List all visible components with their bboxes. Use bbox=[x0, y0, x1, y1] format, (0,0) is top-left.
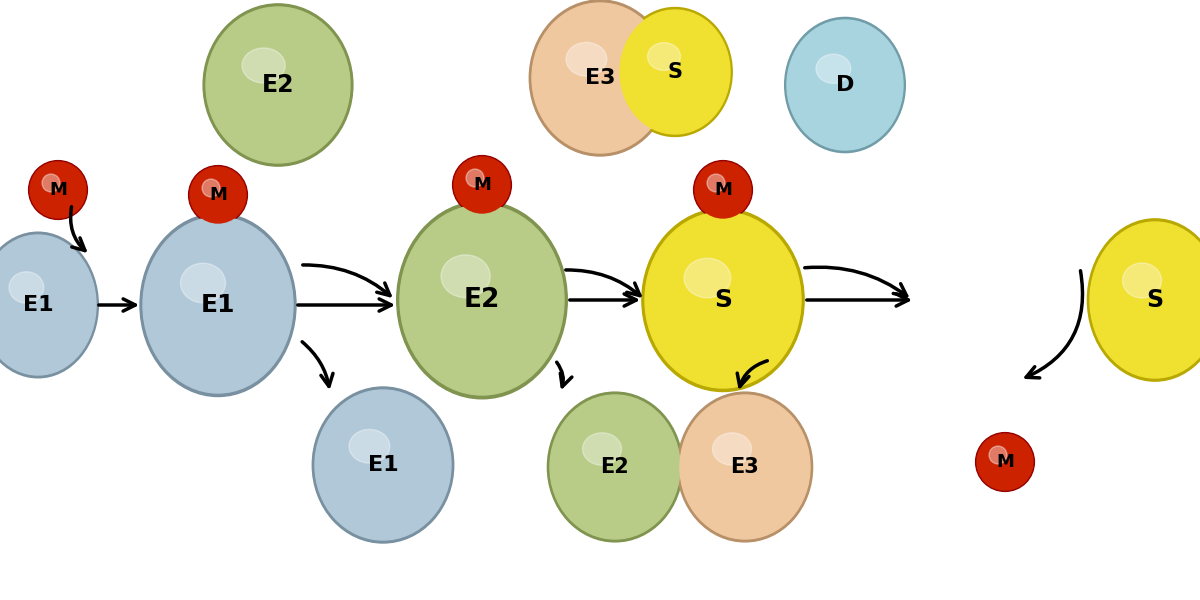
Ellipse shape bbox=[143, 217, 293, 393]
Circle shape bbox=[695, 162, 751, 218]
Text: D: D bbox=[836, 75, 854, 95]
Text: M: M bbox=[209, 186, 227, 204]
Ellipse shape bbox=[582, 433, 622, 465]
Text: E2: E2 bbox=[262, 73, 294, 97]
Text: M: M bbox=[996, 453, 1014, 471]
Ellipse shape bbox=[0, 235, 96, 375]
Text: S: S bbox=[1146, 288, 1164, 312]
Ellipse shape bbox=[1122, 263, 1162, 298]
Circle shape bbox=[188, 166, 247, 224]
Ellipse shape bbox=[10, 272, 43, 303]
Circle shape bbox=[977, 434, 1033, 490]
Ellipse shape bbox=[787, 20, 904, 150]
Circle shape bbox=[202, 179, 220, 197]
Text: E2: E2 bbox=[464, 287, 500, 313]
Ellipse shape bbox=[203, 4, 353, 166]
Ellipse shape bbox=[620, 10, 730, 134]
Text: E3: E3 bbox=[731, 457, 760, 477]
Ellipse shape bbox=[646, 212, 802, 388]
Ellipse shape bbox=[1087, 219, 1200, 381]
Ellipse shape bbox=[180, 263, 226, 303]
Text: M: M bbox=[49, 181, 67, 199]
Ellipse shape bbox=[566, 43, 607, 76]
Text: E1: E1 bbox=[23, 295, 53, 315]
Circle shape bbox=[190, 167, 246, 223]
Ellipse shape bbox=[816, 54, 851, 83]
Circle shape bbox=[30, 162, 86, 218]
Circle shape bbox=[42, 174, 60, 192]
Text: M: M bbox=[473, 176, 491, 194]
Text: S: S bbox=[667, 62, 683, 82]
Ellipse shape bbox=[400, 205, 564, 395]
Circle shape bbox=[466, 169, 484, 187]
Circle shape bbox=[454, 157, 510, 213]
Circle shape bbox=[694, 161, 752, 220]
Circle shape bbox=[707, 174, 725, 192]
Ellipse shape bbox=[677, 392, 812, 542]
Ellipse shape bbox=[242, 48, 286, 83]
Text: M: M bbox=[714, 181, 732, 199]
Ellipse shape bbox=[312, 387, 454, 543]
Ellipse shape bbox=[713, 433, 751, 465]
Text: E3: E3 bbox=[584, 68, 616, 88]
Ellipse shape bbox=[642, 208, 804, 392]
Circle shape bbox=[29, 161, 88, 220]
Ellipse shape bbox=[1090, 222, 1200, 378]
Ellipse shape bbox=[547, 392, 683, 542]
Ellipse shape bbox=[532, 3, 668, 153]
Text: S: S bbox=[714, 288, 732, 312]
Ellipse shape bbox=[618, 8, 732, 136]
Ellipse shape bbox=[680, 395, 810, 539]
Ellipse shape bbox=[684, 258, 731, 298]
Ellipse shape bbox=[785, 17, 905, 152]
Text: E1: E1 bbox=[367, 455, 398, 475]
Circle shape bbox=[989, 446, 1007, 464]
Ellipse shape bbox=[442, 255, 491, 298]
Ellipse shape bbox=[0, 232, 98, 378]
Text: E1: E1 bbox=[200, 293, 235, 317]
Ellipse shape bbox=[529, 0, 671, 156]
Text: E2: E2 bbox=[601, 457, 629, 477]
Ellipse shape bbox=[648, 43, 680, 70]
Ellipse shape bbox=[140, 214, 296, 397]
Ellipse shape bbox=[349, 430, 390, 463]
Ellipse shape bbox=[550, 395, 680, 539]
Ellipse shape bbox=[397, 201, 568, 399]
Ellipse shape bbox=[206, 7, 350, 163]
Ellipse shape bbox=[314, 390, 451, 540]
Circle shape bbox=[452, 155, 511, 214]
Circle shape bbox=[976, 433, 1034, 491]
